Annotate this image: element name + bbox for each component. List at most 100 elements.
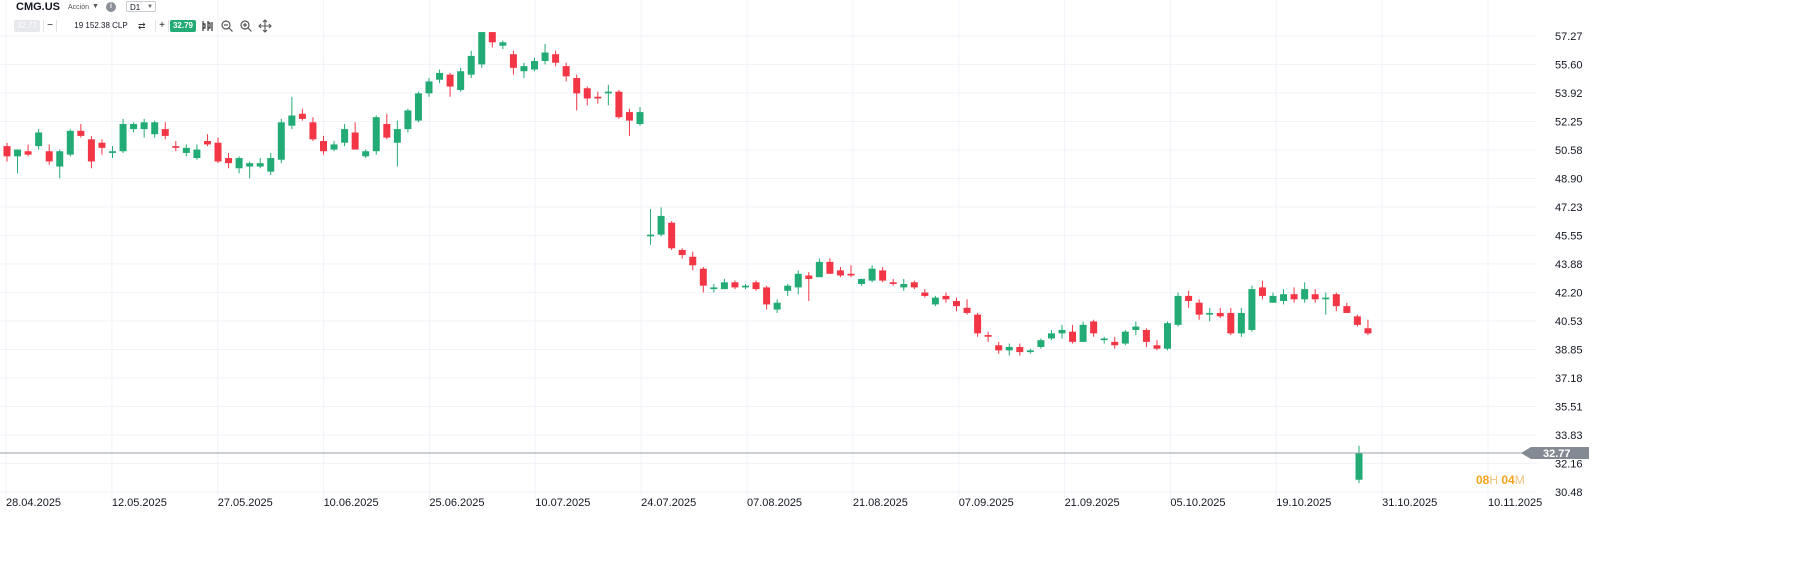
candle-body	[35, 132, 43, 147]
candle-body	[1069, 331, 1077, 342]
date-tick-label: 21.08.2025	[853, 497, 908, 509]
candle-body	[1142, 329, 1150, 342]
candle	[773, 299, 781, 313]
candle	[1311, 289, 1319, 303]
price-tick-label: 42.20	[1555, 288, 1583, 300]
candle	[1090, 319, 1098, 337]
candle-body	[1227, 312, 1235, 334]
sell-price-button[interactable]: 32.77	[14, 20, 40, 32]
crosshair-icon[interactable]	[258, 19, 272, 33]
price-tick-label: 45.55	[1555, 230, 1583, 242]
date-tick-label: 25.06.2025	[429, 497, 484, 509]
candle-body	[3, 146, 11, 157]
candle-body	[140, 122, 148, 130]
candle-body	[1016, 346, 1024, 353]
candle	[520, 62, 528, 79]
candle-body	[847, 273, 855, 276]
candle	[298, 108, 306, 121]
candle-body	[720, 282, 728, 290]
candle	[66, 129, 74, 157]
swap-icon[interactable]: ⇄	[138, 21, 146, 31]
candle-body	[889, 282, 897, 284]
candle	[1174, 292, 1182, 327]
candle-body	[710, 287, 718, 290]
candle	[625, 108, 633, 136]
candle-body	[562, 66, 570, 77]
candle-body	[615, 91, 623, 118]
candle	[1322, 292, 1330, 315]
candle	[668, 221, 676, 250]
candle-body	[678, 249, 686, 256]
candle-body	[583, 88, 591, 99]
candle-body	[330, 144, 338, 150]
candle	[1364, 319, 1372, 336]
countdown-minutes-unit: M	[1514, 473, 1525, 487]
candle-body	[1332, 294, 1340, 307]
candle	[98, 139, 106, 155]
current-price-label: 32.77	[1543, 448, 1571, 460]
candle	[225, 152, 233, 169]
candle-body	[77, 130, 85, 136]
candle-body	[1174, 295, 1182, 325]
timeframe-value: D1	[130, 3, 141, 12]
candle	[1047, 329, 1055, 341]
candle-body	[87, 139, 95, 162]
candle-body	[773, 302, 781, 310]
candle	[446, 72, 454, 97]
time-axis[interactable]: 28.04.2025 12.05.2025 27.05.2025 10.06.2025…	[6, 497, 1542, 509]
decrease-volume-button[interactable]: −	[43, 20, 57, 32]
indicators-icon[interactable]	[200, 19, 214, 33]
buy-price-button[interactable]: 32.79	[170, 20, 196, 32]
candle	[921, 289, 929, 298]
candle	[689, 251, 697, 271]
candle	[910, 280, 918, 290]
symbol-name[interactable]: CMG.US	[16, 1, 60, 13]
candle-body	[372, 117, 380, 152]
zoom-in-icon[interactable]	[239, 19, 253, 33]
candle	[657, 207, 665, 237]
price-tick-label: 43.88	[1555, 259, 1583, 271]
candle	[309, 117, 317, 142]
candle-body	[45, 151, 53, 162]
candle	[24, 144, 32, 157]
candle	[457, 67, 465, 92]
candle-countdown: 08H 04M	[1476, 473, 1525, 487]
candle	[815, 258, 823, 278]
candle-body	[531, 61, 538, 70]
increase-volume-button[interactable]: +	[155, 20, 169, 32]
zoom-out-icon[interactable]	[220, 19, 234, 33]
candle-body	[509, 54, 517, 68]
candle-body	[541, 52, 549, 62]
candle-body	[815, 261, 823, 278]
candle	[1005, 343, 1013, 356]
candle	[288, 96, 296, 130]
candle	[1355, 445, 1363, 484]
candle-body	[499, 42, 507, 46]
candle-body	[203, 141, 211, 145]
candle-body	[130, 124, 138, 130]
candle	[161, 122, 169, 140]
info-icon[interactable]: i	[106, 2, 116, 12]
candle	[1248, 285, 1256, 332]
volume-field[interactable]: 19 152.38 CLP	[62, 20, 140, 32]
price-axis[interactable]: 57.27 55.60 53.92 52.25 50.58 48.90 47.23 45.55…	[1555, 31, 1583, 499]
candle-body	[298, 113, 306, 119]
candle-body	[1353, 316, 1361, 325]
candle-body	[868, 268, 876, 281]
candle	[499, 40, 507, 50]
candle-body	[351, 132, 359, 150]
candle	[140, 118, 148, 138]
candle	[868, 265, 876, 283]
price-tick-label: 35.51	[1555, 401, 1583, 413]
candle	[900, 278, 908, 291]
candle	[963, 299, 971, 315]
chevron-down-icon[interactable]: ▼	[92, 3, 99, 10]
candle-body	[752, 282, 760, 290]
candle	[87, 135, 95, 169]
candle-body	[1153, 345, 1161, 349]
candle-body	[1301, 289, 1309, 300]
candle-body	[1248, 289, 1256, 330]
candle-body	[1269, 295, 1277, 303]
timeframe-select[interactable]: D1 ▼	[126, 1, 156, 12]
